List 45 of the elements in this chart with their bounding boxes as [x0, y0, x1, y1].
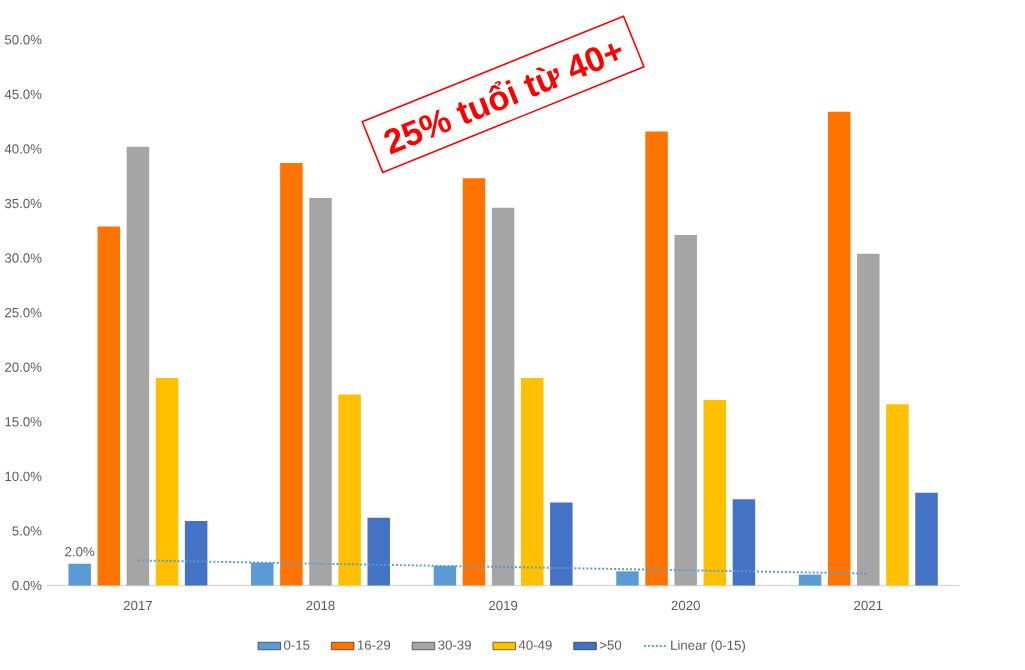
y-tick-label: 40.0% — [4, 144, 42, 154]
y-tick-label: 25.0% — [5, 308, 42, 318]
x-tick-label: 2021 — [854, 600, 883, 611]
x-tick-label: 2019 — [489, 600, 518, 611]
y-tick-label: 45.0% — [4, 89, 42, 100]
bar — [674, 235, 697, 586]
x-tick-label: 2020 — [671, 600, 700, 611]
legend-label: 16-29 — [357, 640, 391, 650]
y-tick-label: 35.0% — [4, 198, 42, 209]
y-tick-label: 30.0% — [4, 253, 42, 263]
x-tick-label: 2018 — [306, 600, 335, 611]
bar — [184, 521, 208, 586]
bar — [520, 378, 544, 586]
bar — [827, 111, 851, 586]
bar — [645, 131, 668, 586]
bar — [550, 502, 573, 586]
bar — [97, 226, 121, 586]
legend-label: >50 — [599, 640, 622, 650]
bar — [886, 404, 909, 586]
bar — [462, 178, 486, 586]
y-tick-label: 20.0% — [5, 362, 42, 372]
legend-label: 0-15 — [284, 640, 310, 650]
data-label: 2.0% — [65, 547, 95, 557]
y-tick-label: 50.0% — [4, 35, 42, 45]
bar — [126, 146, 150, 586]
y-tick-label: 5.0% — [12, 526, 42, 536]
bar — [703, 400, 727, 586]
y-tick-label: 10.0% — [5, 471, 42, 482]
bar — [155, 378, 179, 586]
x-tick-label: 2017 — [123, 600, 152, 611]
bar — [338, 394, 361, 586]
bar — [732, 499, 756, 586]
bar — [309, 198, 332, 586]
y-tick-label: 15.0% — [5, 417, 42, 427]
legend-label: 40-49 — [518, 640, 552, 650]
bar — [857, 253, 880, 586]
bar — [68, 563, 91, 586]
bar — [915, 492, 938, 586]
legend-label: Linear (0-15) — [671, 640, 745, 653]
y-tick-label: 0.0% — [12, 580, 42, 591]
annotation: 25% tuổi từ 40+ — [384, 43, 622, 155]
legend-label: 30-39 — [438, 640, 471, 650]
bar — [491, 207, 515, 586]
bar — [280, 163, 303, 586]
bar — [367, 517, 390, 586]
